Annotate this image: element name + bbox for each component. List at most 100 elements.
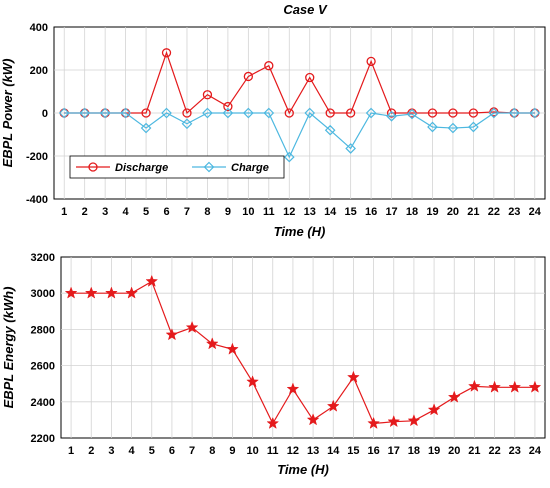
x-tick-label: 23	[508, 206, 520, 218]
energy-x-tick-labels: 1 2 3 4 5 6 7 8 9 10 11 12 13 14 15 16 17 18 19 20 21 22 23 24	[68, 445, 542, 457]
x-tick-label: 20	[448, 445, 460, 457]
data-point-0	[468, 379, 481, 392]
data-point-1	[222, 107, 234, 119]
x-tick-label: 1	[61, 206, 67, 218]
power-legend: Discharge Charge	[69, 155, 285, 179]
x-tick-label: 10	[246, 445, 258, 457]
data-point-1	[243, 107, 254, 119]
data-point-0	[185, 320, 199, 334]
x-tick-label: 5	[143, 206, 149, 218]
x-tick-label: 18	[406, 206, 418, 218]
energy-gridlines	[61, 257, 545, 438]
data-point-1	[99, 107, 111, 119]
power-series	[58, 48, 541, 163]
x-tick-label: 12	[283, 206, 295, 218]
x-tick-label: 24	[529, 445, 542, 457]
data-point-0	[325, 108, 335, 118]
x-tick-label: 16	[367, 445, 379, 457]
data-point-1	[406, 108, 418, 120]
x-tick-label: 14	[324, 206, 337, 218]
data-point-0	[266, 416, 280, 429]
x-tick-label: 17	[388, 445, 400, 457]
data-point-1	[365, 107, 377, 119]
x-tick-label: 22	[488, 206, 500, 218]
x-tick-label: 9	[225, 206, 231, 218]
x-tick-label: 21	[468, 445, 480, 457]
series-line-0	[71, 280, 535, 425]
data-point-0	[427, 403, 441, 416]
data-point-0	[508, 380, 522, 393]
data-point-0	[367, 416, 380, 429]
data-point-1	[140, 122, 152, 134]
data-point-0	[141, 108, 151, 118]
data-point-0	[165, 328, 179, 341]
x-tick-label: 12	[287, 445, 299, 457]
x-tick-label: 23	[509, 445, 521, 457]
data-point-1	[79, 107, 91, 119]
y-tick-label: -200	[26, 151, 48, 163]
data-point-0	[284, 108, 294, 118]
data-point-0	[305, 72, 315, 83]
energy-x-axis-label: Time (H)	[277, 462, 329, 477]
x-tick-label: 10	[242, 206, 254, 218]
data-point-1	[263, 107, 275, 119]
x-tick-label: 16	[365, 206, 377, 218]
data-point-0	[202, 90, 213, 100]
data-point-0	[84, 286, 98, 299]
x-tick-label: 8	[204, 206, 210, 218]
data-point-1	[386, 110, 397, 122]
y-tick-label: -400	[26, 194, 48, 206]
data-point-0	[528, 380, 542, 393]
x-tick-label: 2	[82, 206, 88, 218]
x-tick-label: 6	[169, 445, 175, 457]
data-point-0	[125, 286, 138, 299]
data-point-0	[223, 101, 233, 112]
data-point-1	[345, 143, 356, 154]
y-tick-label: 200	[30, 65, 48, 77]
data-point-1	[120, 107, 131, 119]
x-tick-label: 15	[347, 445, 359, 457]
y-tick-label: 2600	[31, 361, 55, 373]
legend-discharge-label: Discharge	[115, 162, 168, 174]
x-tick-label: 3	[102, 206, 108, 218]
x-tick-label: 7	[184, 206, 190, 218]
data-point-1	[529, 107, 541, 119]
energy-y-tick-labels: 2200 2400 2600 2800 3000 3200	[31, 252, 55, 445]
data-point-0	[386, 108, 397, 118]
x-tick-label: 5	[149, 445, 155, 457]
series-line-1	[64, 112, 535, 159]
data-point-0	[488, 380, 501, 393]
power-y-axis-label: EBPL Power (kW)	[0, 59, 15, 168]
x-tick-label: 13	[307, 445, 319, 457]
x-tick-label: 15	[345, 206, 357, 218]
data-point-0	[246, 375, 259, 388]
data-point-1	[304, 107, 316, 119]
y-tick-label: 2400	[31, 397, 55, 409]
data-point-0	[407, 414, 421, 427]
x-tick-label: 19	[428, 445, 440, 457]
data-point-1	[468, 121, 479, 133]
data-point-1	[283, 151, 295, 163]
data-point-0	[447, 390, 461, 403]
x-tick-label: 19	[426, 206, 438, 218]
chart-title: Case V	[283, 2, 328, 17]
data-point-0	[243, 71, 254, 82]
y-tick-label: 2200	[31, 433, 55, 445]
x-tick-label: 11	[263, 206, 275, 218]
power-y-tick-labels: -400 -200 0 200 400	[26, 22, 48, 206]
data-point-0	[347, 370, 360, 383]
data-point-0	[226, 342, 239, 355]
energy-series	[64, 274, 542, 429]
x-tick-label: 7	[189, 445, 195, 457]
energy-y-axis-label: EBPL Energy (kWh)	[1, 287, 16, 409]
data-point-0	[326, 399, 340, 412]
data-point-0	[205, 337, 219, 350]
data-point-0	[448, 108, 458, 118]
data-point-0	[105, 286, 118, 299]
x-tick-label: 17	[385, 206, 397, 218]
data-point-1	[488, 107, 500, 119]
data-point-0	[182, 108, 192, 118]
x-tick-label: 22	[488, 445, 500, 457]
y-tick-label: 3000	[31, 288, 55, 300]
